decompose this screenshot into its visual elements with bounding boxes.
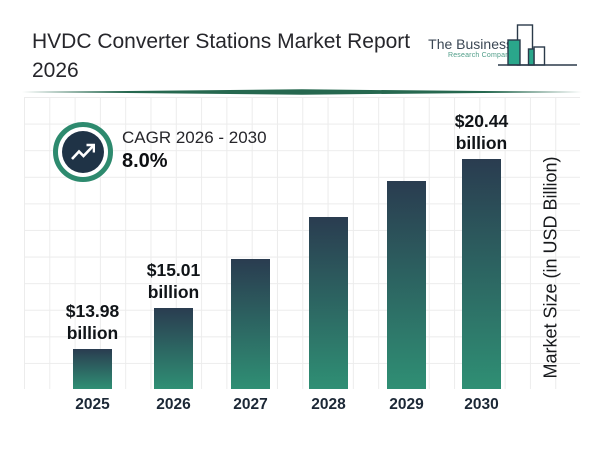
- bar-group: [309, 217, 348, 389]
- bar: [154, 308, 193, 389]
- cagr-badge-circle: [62, 131, 104, 173]
- bar-group: $13.98 billion: [66, 301, 119, 389]
- bar-value-label: $13.98 billion: [65, 301, 120, 343]
- cagr-label: CAGR 2026 - 2030: [122, 128, 267, 147]
- year-label: 2026: [156, 396, 191, 413]
- bar-value-label: $15.01 billion: [146, 260, 201, 302]
- header-divider: [22, 89, 582, 95]
- bar-group: $20.44 billion: [455, 111, 508, 389]
- company-logo: The Business Research Company: [425, 36, 513, 59]
- bar-group: [231, 259, 270, 389]
- bar-group: [387, 181, 426, 389]
- trending-up-icon: [71, 143, 95, 160]
- page-title: HVDC Converter Stations Market Report 20…: [32, 30, 411, 82]
- chart-plot-area: $13.98 billion $15.01 billion: [24, 97, 580, 389]
- bar: [309, 217, 348, 389]
- bar: [462, 159, 501, 389]
- year-label: 2027: [233, 396, 268, 413]
- logo-name: The Business: [428, 36, 513, 52]
- year-label: 2029: [389, 396, 424, 413]
- cagr-text-block: CAGR 2026 - 2030 8.0%: [122, 128, 267, 173]
- bar-value-label: $20.44 billion: [454, 111, 509, 153]
- year-label: 2025: [75, 396, 110, 413]
- bar: [231, 259, 270, 389]
- logo-subname: Research Company: [447, 52, 513, 59]
- logo-skyline-icon: [498, 24, 577, 66]
- year-label: 2030: [464, 396, 499, 413]
- cagr-value: 8.0%: [122, 150, 168, 172]
- bar: [73, 349, 112, 389]
- bar-group: $15.01 billion: [147, 260, 200, 389]
- y-axis-label: Market Size (in USD Billion): [540, 156, 561, 379]
- cagr-badge: [53, 122, 113, 182]
- bar: [387, 181, 426, 389]
- year-label: 2028: [311, 396, 346, 413]
